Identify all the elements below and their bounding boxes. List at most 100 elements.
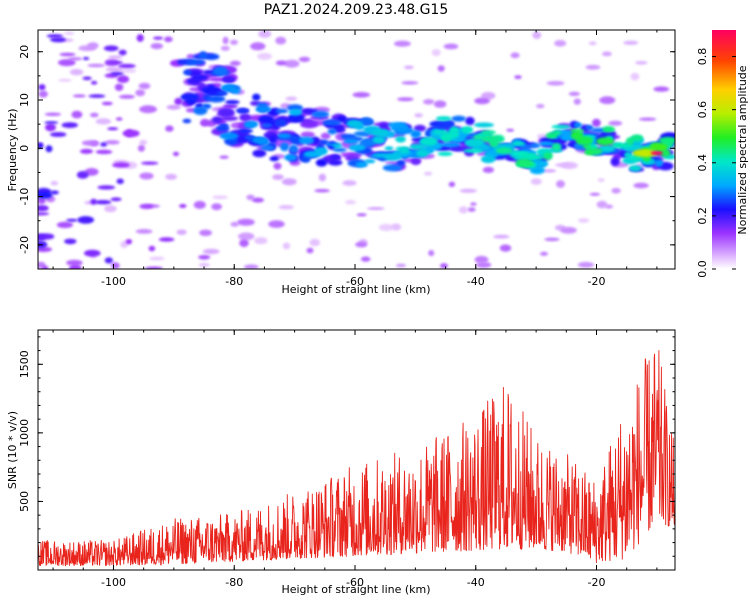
heatmap-cell <box>633 182 649 189</box>
heatmap-cell <box>493 234 510 239</box>
heatmap-cell <box>44 112 62 117</box>
heatmap-cell <box>202 248 220 255</box>
snr-x-tick-label: -40 <box>467 576 485 589</box>
heatmap-cell <box>236 108 250 114</box>
heatmap-cell <box>352 92 371 98</box>
heatmap-cell <box>261 123 273 128</box>
heatmap-cell <box>135 229 153 234</box>
heatmap-cell <box>465 116 475 126</box>
heatmap-cell <box>222 76 236 84</box>
heatmap-cell <box>482 166 495 173</box>
heatmap-cell <box>84 249 101 257</box>
heatmap-cell <box>632 149 657 158</box>
heatmap-cell <box>213 66 228 76</box>
heatmap-cell <box>395 136 406 143</box>
heatmap-cell <box>514 75 522 79</box>
heatmap-cell <box>222 104 238 109</box>
heatmap-cell <box>601 51 612 57</box>
heatmap-cell <box>437 65 445 72</box>
heatmap-cell <box>101 101 113 106</box>
heatmap-cell <box>480 155 496 164</box>
heatmap-cell <box>327 128 337 135</box>
heatmap-cell <box>458 206 468 214</box>
heatmap-cell <box>410 130 422 139</box>
snr-y-ticks: 500 1000 1500 <box>18 336 675 571</box>
heatmap-cell <box>623 40 639 45</box>
heatmap-cell <box>476 261 492 268</box>
snr-frame <box>37 329 676 571</box>
heatmap-cell <box>391 223 402 231</box>
heatmap-cell <box>343 139 359 144</box>
heatmap-cell <box>136 34 144 42</box>
heatmap-cell <box>180 93 200 102</box>
heatmap-cell <box>90 140 99 147</box>
heatmap-cell <box>555 163 572 167</box>
heatmap-cell <box>355 241 367 248</box>
heatmap-cell <box>46 34 63 38</box>
heatmap-cell <box>355 161 368 168</box>
heatmap-cell <box>219 155 229 159</box>
heatmap-cell <box>97 185 116 190</box>
heatmap-cell <box>506 128 515 132</box>
heatmap-cell <box>518 152 537 158</box>
snr-x-tick-label: -60 <box>346 576 364 589</box>
heatmap-cell <box>105 67 124 72</box>
heatmap-cell <box>639 117 657 121</box>
heatmap-cell <box>546 81 565 86</box>
heatmap-cell <box>314 146 328 156</box>
heatmap-cell <box>436 116 452 121</box>
colorbar-tick-label: 0.4 <box>696 154 709 172</box>
heatmap-cell <box>345 200 356 205</box>
heatmap-cell <box>76 171 89 179</box>
colorbar-tick-label: 0.0 <box>696 260 709 278</box>
heatmap-cell <box>332 147 347 152</box>
heatmap-cell <box>145 266 163 269</box>
heatmap-cell <box>258 30 272 38</box>
heatmap-cell <box>322 119 342 126</box>
heatmap-cell <box>610 157 620 166</box>
heatmap-cell <box>139 105 158 114</box>
heatmap-cell <box>461 126 474 134</box>
heatmap-cell <box>111 262 120 269</box>
heatmap-cell <box>90 198 97 205</box>
heatmap-cell <box>38 205 49 212</box>
heatmap-cell <box>244 135 256 140</box>
heatmap-cell <box>356 213 367 217</box>
heatmap-cell <box>328 159 343 166</box>
heatmap-cell <box>68 57 83 61</box>
heatmap-cell <box>437 151 453 156</box>
heatmap-cell <box>104 205 117 213</box>
heatmap-cell <box>225 100 240 105</box>
heatmap-cell <box>529 166 545 175</box>
heatmap-cell <box>94 200 112 205</box>
heatmap-cell <box>433 100 447 108</box>
heatmap-cell <box>560 226 577 234</box>
heatmap-cell <box>554 40 567 47</box>
heatmap-cell <box>222 36 229 45</box>
heatmap-cell <box>588 41 597 46</box>
heatmap-cell <box>258 115 275 124</box>
heatmap-cell <box>315 158 328 167</box>
heatmap-cell <box>252 149 267 158</box>
heatmap-cell <box>95 149 113 155</box>
snr-x-ticks: -100 -80 -60 -40 -20 <box>52 330 658 589</box>
heatmap-cell <box>219 132 239 140</box>
heatmap-cell <box>611 187 621 194</box>
spectrogram-x-ticks: -100 -80 -60 -40 -20 <box>52 30 658 288</box>
heatmap-cell <box>122 129 140 138</box>
heatmap-cell <box>480 130 496 135</box>
heatmap-cell <box>320 132 331 140</box>
colorbar-tick-label: 0.2 <box>696 207 709 225</box>
heatmap-cell <box>409 143 426 150</box>
heatmap-cell <box>149 256 165 261</box>
heatmap-cell <box>414 113 423 118</box>
heatmap-cell <box>107 127 119 131</box>
heatmap-cell <box>284 153 298 162</box>
heatmap-cell <box>50 132 67 137</box>
heatmap-cell <box>87 63 105 68</box>
heatmap-cell <box>489 138 499 148</box>
heatmap-cell <box>659 149 671 157</box>
heatmap-cell <box>216 125 230 132</box>
heatmap-cell <box>174 97 183 105</box>
